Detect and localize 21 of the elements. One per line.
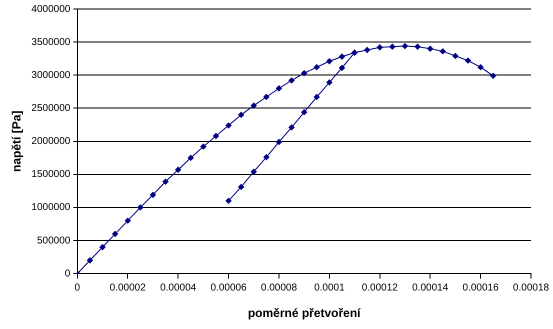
x-tick-label: 0.00012 <box>362 282 398 294</box>
y-tick-label: 3500000 <box>31 36 71 48</box>
x-tick-label: 0.00002 <box>110 282 146 294</box>
x-tick-label: 0.0001 <box>314 282 346 294</box>
x-axis-title: poměrné přetvoření <box>248 306 362 320</box>
x-tick-label: 0.00016 <box>462 282 500 294</box>
x-tick-label: 0 <box>74 282 81 294</box>
x-tick-label: 0.00004 <box>160 282 197 294</box>
y-tick-label: 2500000 <box>31 102 71 114</box>
y-axis-title: napětí [Pa] <box>10 110 24 172</box>
y-tick-label: 4000000 <box>31 4 71 15</box>
y-tick-label: 1500000 <box>31 169 71 180</box>
y-tick-label: 0 <box>64 268 71 280</box>
y-tick-label: 1000000 <box>31 202 71 214</box>
x-tick-label: 0.00006 <box>210 282 248 294</box>
y-tick-label: 2000000 <box>31 136 71 148</box>
x-tick-label: 0.00008 <box>260 282 298 294</box>
y-tick-label: 500000 <box>36 235 71 246</box>
x-tick-label: 0.00014 <box>412 282 449 294</box>
x-tick-label: 0.00018 <box>512 282 550 294</box>
y-tick-label: 3000000 <box>31 70 71 81</box>
